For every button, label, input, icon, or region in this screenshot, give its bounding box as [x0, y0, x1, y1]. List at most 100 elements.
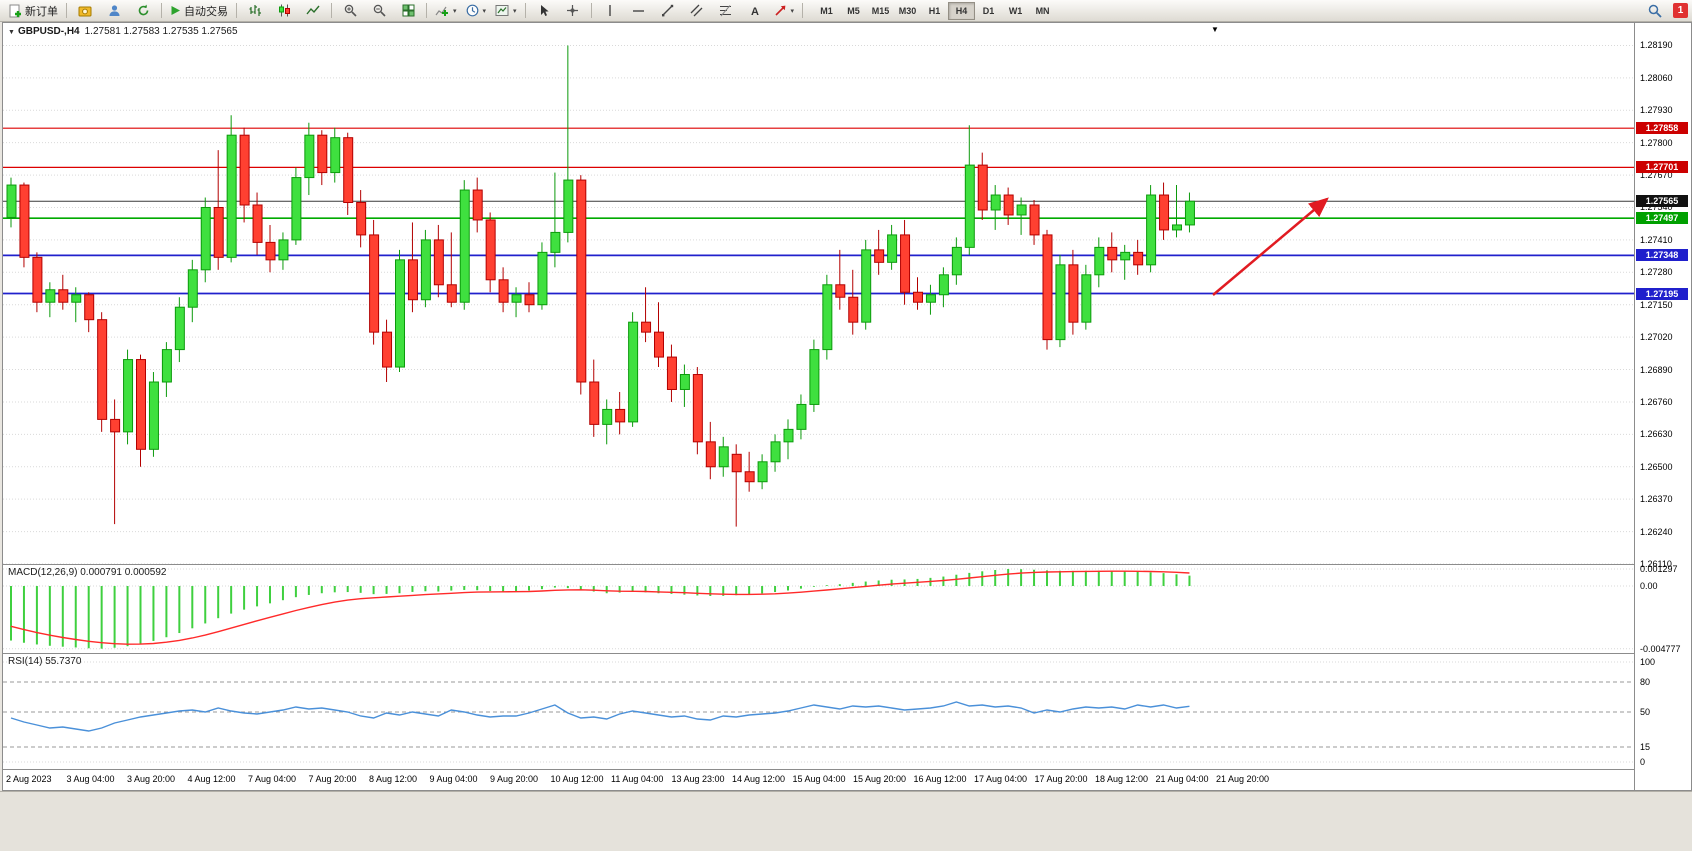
- timeframe-m5[interactable]: M5: [847, 5, 860, 16]
- macd-pane[interactable]: MACD(12,26,9) 0.000791 0.000592: [3, 565, 1634, 653]
- refresh-button[interactable]: [129, 1, 157, 21]
- candle: [136, 359, 146, 450]
- candle: [848, 296, 859, 323]
- candle: [796, 403, 807, 430]
- price-axis-label: 1.26110: [1640, 559, 1672, 569]
- arrows-tool[interactable]: ▾: [770, 1, 799, 21]
- macd-axis-label: 0.001297: [1640, 563, 1678, 574]
- template-icon: [495, 4, 509, 17]
- toolbar-separator: [590, 3, 592, 18]
- main-chart-pane[interactable]: ▼ GBPUSD-,H4 1.27581 1.27583 1.27535 1.275…: [3, 23, 1634, 564]
- rsi-pane[interactable]: RSI(14) 55.7370: [3, 654, 1634, 769]
- candle: [1029, 204, 1040, 236]
- timeframe-m30[interactable]: M30: [898, 5, 917, 16]
- zoom-out-button[interactable]: [365, 1, 393, 21]
- candle: [964, 164, 975, 248]
- rsi-line: [10, 701, 1190, 732]
- new-order-button[interactable]: 新订单: [4, 1, 62, 21]
- templates-button[interactable]: ▾: [491, 1, 521, 21]
- zoom-in-button[interactable]: [336, 1, 364, 21]
- candle: [123, 359, 134, 433]
- candle: [32, 256, 43, 303]
- trend-arrow[interactable]: [1212, 197, 1329, 296]
- rsi-axis-label: 50: [1640, 707, 1651, 717]
- notification-badge[interactable]: 1: [1673, 3, 1688, 18]
- timeframe-mn[interactable]: MN: [1035, 5, 1050, 16]
- line-chart-button[interactable]: [299, 1, 327, 21]
- candle: [744, 471, 755, 483]
- candle: [395, 259, 405, 368]
- time-label: 3 Aug 20:00: [127, 774, 176, 784]
- candle: [718, 446, 729, 468]
- time-label: 17 Aug 04:00: [974, 774, 1028, 784]
- community-button[interactable]: [100, 1, 128, 21]
- candle: [1081, 274, 1092, 323]
- search-button[interactable]: [1641, 1, 1669, 21]
- indicators-button[interactable]: ▾: [431, 1, 461, 21]
- price-level-badge: 1.27565: [1636, 195, 1688, 208]
- macd-signal-value: 0.000592: [124, 567, 167, 578]
- toolbar-separator: [331, 3, 332, 18]
- candle: [524, 294, 535, 306]
- pane-separator[interactable]: [3, 769, 1691, 770]
- time-axis[interactable]: 2 Aug 2023 3 Aug 04:00 3 Aug 20:00 4 Aug 12…: [3, 770, 1634, 790]
- price-axis-label: 1.27020: [1640, 332, 1673, 343]
- candle: [110, 418, 121, 433]
- price-axis-label: 1.27410: [1640, 234, 1673, 245]
- rsi-chart[interactable]: [3, 654, 1634, 769]
- candle: [563, 179, 574, 233]
- timeframe-m15[interactable]: M15: [871, 5, 890, 16]
- channel-tool[interactable]: [683, 1, 711, 21]
- crosshair-button[interactable]: [559, 1, 587, 21]
- symbol-dropdown-icon[interactable]: ▼: [8, 29, 15, 36]
- timeframe-w1[interactable]: W1: [1008, 5, 1023, 16]
- clock-icon: [466, 4, 479, 17]
- vertical-line-tool[interactable]: [596, 1, 624, 21]
- auto-trading-label: 自动交易: [184, 5, 228, 18]
- candle: [291, 177, 302, 241]
- pane-separator[interactable]: [3, 653, 1691, 654]
- candlestick-chart-button[interactable]: [270, 1, 298, 21]
- periods-button[interactable]: ▾: [462, 1, 491, 21]
- horizontal-line-tool[interactable]: [625, 1, 653, 21]
- macd-chart[interactable]: [3, 565, 1634, 653]
- candle: [161, 349, 172, 383]
- templates-caret-icon: ▾: [513, 7, 517, 15]
- trendline-tool[interactable]: [654, 1, 682, 21]
- timeframe-d1[interactable]: D1: [982, 5, 995, 16]
- cursor-icon: [538, 4, 550, 17]
- horizontal-line-icon: [632, 5, 645, 17]
- pane-separator[interactable]: [3, 564, 1691, 565]
- candle: [887, 234, 898, 263]
- cursor-button[interactable]: [530, 1, 558, 21]
- candle: [330, 137, 341, 174]
- text-icon: A: [749, 4, 761, 17]
- candle: [900, 234, 911, 293]
- candlestick-chart[interactable]: [3, 23, 1634, 564]
- price-axis-label: 1.26500: [1640, 461, 1673, 472]
- candle: [459, 189, 470, 303]
- bar-chart-icon: [249, 4, 262, 17]
- text-tool[interactable]: A: [741, 1, 769, 21]
- candle: [252, 204, 263, 243]
- chart-end-marker[interactable]: ▼: [1211, 25, 1219, 34]
- macd-label: MACD(12,26,9) 0.000791 0.000592: [8, 567, 166, 578]
- chart-screenshot-button[interactable]: [71, 1, 99, 21]
- candle: [1016, 204, 1027, 216]
- toolbar-separator: [802, 3, 804, 18]
- fibonacci-tool[interactable]: [712, 1, 740, 21]
- timeframe-m1[interactable]: M1: [820, 5, 833, 16]
- toolbar-separator: [426, 3, 427, 18]
- chart-window: ▼ GBPUSD-,H4 1.27581 1.27583 1.27535 1.275…: [2, 22, 1692, 791]
- auto-trading-button[interactable]: 自动交易: [166, 1, 232, 21]
- time-label: 11 Aug 04:00: [611, 774, 664, 784]
- timeframe-h1[interactable]: H1: [928, 5, 941, 16]
- price-axis[interactable]: 1.28190 1.28060 1.27930 1.27800 1.27670 1.275…: [1634, 23, 1691, 790]
- timeframe-h4[interactable]: H4: [948, 1, 976, 20]
- candle: [951, 246, 962, 276]
- price-level-badge: 1.27497: [1636, 212, 1688, 225]
- candle: [1184, 200, 1195, 226]
- price-level-badge: 1.27858: [1636, 122, 1688, 135]
- tile-windows-button[interactable]: [394, 1, 422, 21]
- bar-chart-button[interactable]: [241, 1, 269, 21]
